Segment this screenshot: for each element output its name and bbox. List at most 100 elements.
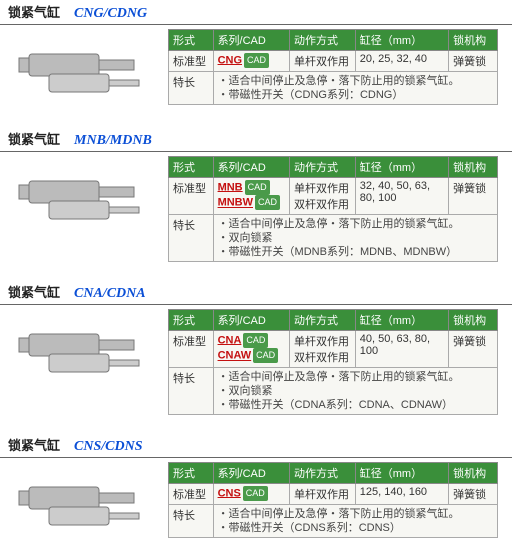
action-line: 单杆双作用 (294, 53, 351, 69)
product-section: 锁紧气缸CNG/CDNG形式系列/CAD动作方式缸径（mm）锁机构标准型CNGC… (0, 0, 512, 109)
cell-action: 单杆双作用双杆双作用 (289, 178, 355, 215)
table-header-row: 形式系列/CAD动作方式缸径（mm）锁机构 (169, 157, 498, 178)
section-header: 锁紧气缸 CNG/CDNG (0, 0, 512, 25)
cad-badge[interactable]: CAD (243, 333, 268, 348)
cell-bore: 40, 50, 63, 80, 100 (355, 331, 448, 368)
section-title: 锁紧气缸 (8, 435, 60, 454)
table-row: 标准型MNBCADMNBWCAD单杆双作用双杆双作用32, 40, 50, 63… (169, 178, 498, 215)
product-section: 锁紧气缸MNB/MDNB形式系列/CAD动作方式缸径（mm）锁机构标准型MNBC… (0, 127, 512, 262)
feature-line: ・双向锁紧 (218, 231, 493, 245)
table-row: 标准型CNACADCNAWCAD单杆双作用双杆双作用40, 50, 63, 80… (169, 331, 498, 368)
feature-line: ・适合中间停止及急停・落下防止用的锁紧气缸。 (218, 370, 493, 384)
th-bore: 缸径（mm） (355, 157, 448, 178)
feature-line: ・带磁性开关（CDNA系列：CDNA、CDNAW） (218, 398, 493, 412)
series-link[interactable]: MNBW (218, 197, 253, 209)
table-header-row: 形式系列/CAD动作方式缸径（mm）锁机构 (169, 310, 498, 331)
feature-line: ・带磁性开关（CDNS系列：CDNS） (218, 521, 493, 535)
th-lock: 锁机构 (449, 30, 498, 51)
feature-line: ・带磁性开关（CDNG系列：CDNG） (218, 88, 493, 102)
action-line: 单杆双作用 (294, 180, 351, 196)
cell-type: 标准型 (169, 331, 214, 368)
th-bore: 缸径（mm） (355, 30, 448, 51)
table-row-features: 特长・适合中间停止及急停・落下防止用的锁紧气缸。・带磁性开关（CDNG系列：CD… (169, 72, 498, 105)
th-bore: 缸径（mm） (355, 463, 448, 484)
section-header: 锁紧气缸 MNB/MDNB (0, 127, 512, 152)
table-header-row: 形式系列/CAD动作方式缸径（mm）锁机构 (169, 463, 498, 484)
section-model: CNG/CDNG (74, 6, 147, 22)
cell-bore: 32, 40, 50, 63, 80, 100 (355, 178, 448, 215)
th-series: 系列/CAD (213, 30, 289, 51)
series-link[interactable]: CNA (218, 334, 242, 346)
cell-features-label: 特长 (169, 368, 214, 415)
section-header: 锁紧气缸 CNA/CDNA (0, 280, 512, 305)
th-series: 系列/CAD (213, 157, 289, 178)
section-title: 锁紧气缸 (8, 282, 60, 301)
cad-badge[interactable]: CAD (245, 180, 270, 195)
section-header: 锁紧气缸CNS/CDNS (0, 433, 512, 458)
cell-features: ・适合中间停止及急停・落下防止用的锁紧气缸。・带磁性开关（CDNG系列：CDNG… (213, 72, 497, 105)
series-link[interactable]: CNG (218, 54, 242, 66)
series-link[interactable]: CNAW (218, 350, 252, 362)
series-link[interactable]: MNB (218, 181, 243, 193)
table-header-row: 形式系列/CAD动作方式缸径（mm）锁机构 (169, 30, 498, 51)
th-series: 系列/CAD (213, 310, 289, 331)
action-line: 双杆双作用 (294, 196, 351, 212)
th-action: 动作方式 (289, 310, 355, 331)
table-row-features: 特长・适合中间停止及急停・落下防止用的锁紧气缸。・双向锁紧・带磁性开关（MDNB… (169, 215, 498, 262)
section-body: 形式系列/CAD动作方式缸径（mm）锁机构标准型CNGCAD单杆双作用20, 2… (0, 25, 512, 109)
cad-badge[interactable]: CAD (243, 486, 268, 501)
product-section: 锁紧气缸CNS/CDNS形式系列/CAD动作方式缸径（mm）锁机构标准型CNSC… (0, 433, 512, 542)
cell-action: 单杆双作用 (289, 484, 355, 505)
cell-series: CNACADCNAWCAD (213, 331, 289, 368)
th-lock: 锁机构 (449, 157, 498, 178)
cell-series: CNGCAD (213, 51, 289, 72)
action-line: 双杆双作用 (294, 349, 351, 365)
product-image (0, 462, 168, 542)
table-row: 标准型CNSCAD单杆双作用125, 140, 160弹簧锁 (169, 484, 498, 505)
cell-action: 单杆双作用 (289, 51, 355, 72)
feature-line: ・适合中间停止及急停・落下防止用的锁紧气缸。 (218, 217, 493, 231)
cell-features-label: 特长 (169, 72, 214, 105)
th-type: 形式 (169, 463, 214, 484)
cad-badge[interactable]: CAD (253, 348, 278, 363)
section-title: 锁紧气缸 (8, 129, 60, 148)
th-bore: 缸径（mm） (355, 310, 448, 331)
cell-series: MNBCADMNBWCAD (213, 178, 289, 215)
product-section: 锁紧气缸CNA/CDNA形式系列/CAD动作方式缸径（mm）锁机构标准型CNAC… (0, 280, 512, 415)
product-image (0, 29, 168, 109)
cell-type: 标准型 (169, 484, 214, 505)
cad-badge[interactable]: CAD (244, 53, 269, 68)
th-series: 系列/CAD (213, 463, 289, 484)
cell-bore: 125, 140, 160 (355, 484, 448, 505)
section-title: 锁紧气缸 (8, 2, 60, 21)
th-type: 形式 (169, 310, 214, 331)
product-image (0, 309, 168, 389)
feature-line: ・双向锁紧 (218, 384, 493, 398)
cell-type: 标准型 (169, 178, 214, 215)
cell-series: CNSCAD (213, 484, 289, 505)
cell-features-label: 特长 (169, 215, 214, 262)
action-line: 单杆双作用 (294, 486, 351, 502)
product-image (0, 156, 168, 236)
table-row-features: 特长・适合中间停止及急停・落下防止用的锁紧气缸。・双向锁紧・带磁性开关（CDNA… (169, 368, 498, 415)
section-body: 形式系列/CAD动作方式缸径（mm）锁机构标准型MNBCADMNBWCAD单杆双… (0, 152, 512, 262)
cell-features: ・适合中间停止及急停・落下防止用的锁紧气缸。・双向锁紧・带磁性开关（CDNA系列… (213, 368, 497, 415)
action-line: 单杆双作用 (294, 333, 351, 349)
th-action: 动作方式 (289, 463, 355, 484)
table-row-features: 特长・适合中间停止及急停・落下防止用的锁紧气缸。・带磁性开关（CDNS系列：CD… (169, 505, 498, 538)
spec-table: 形式系列/CAD动作方式缸径（mm）锁机构标准型CNACADCNAWCAD单杆双… (168, 309, 498, 415)
section-model: MNB/MDNB (74, 133, 152, 149)
cell-lock: 弹簧锁 (449, 331, 498, 368)
feature-line: ・带磁性开关（MDNB系列：MDNB、MDNBW） (218, 245, 493, 259)
cell-bore: 20, 25, 32, 40 (355, 51, 448, 72)
spec-table: 形式系列/CAD动作方式缸径（mm）锁机构标准型CNSCAD单杆双作用125, … (168, 462, 498, 538)
cell-lock: 弹簧锁 (449, 51, 498, 72)
th-lock: 锁机构 (449, 310, 498, 331)
cell-features-label: 特长 (169, 505, 214, 538)
cad-badge[interactable]: CAD (255, 195, 280, 210)
section-model: CNA/CDNA (74, 286, 146, 302)
th-type: 形式 (169, 157, 214, 178)
series-link[interactable]: CNS (218, 487, 241, 499)
cell-features: ・适合中间停止及急停・落下防止用的锁紧气缸。・带磁性开关（CDNS系列：CDNS… (213, 505, 497, 538)
cell-features: ・适合中间停止及急停・落下防止用的锁紧气缸。・双向锁紧・带磁性开关（MDNB系列… (213, 215, 497, 262)
